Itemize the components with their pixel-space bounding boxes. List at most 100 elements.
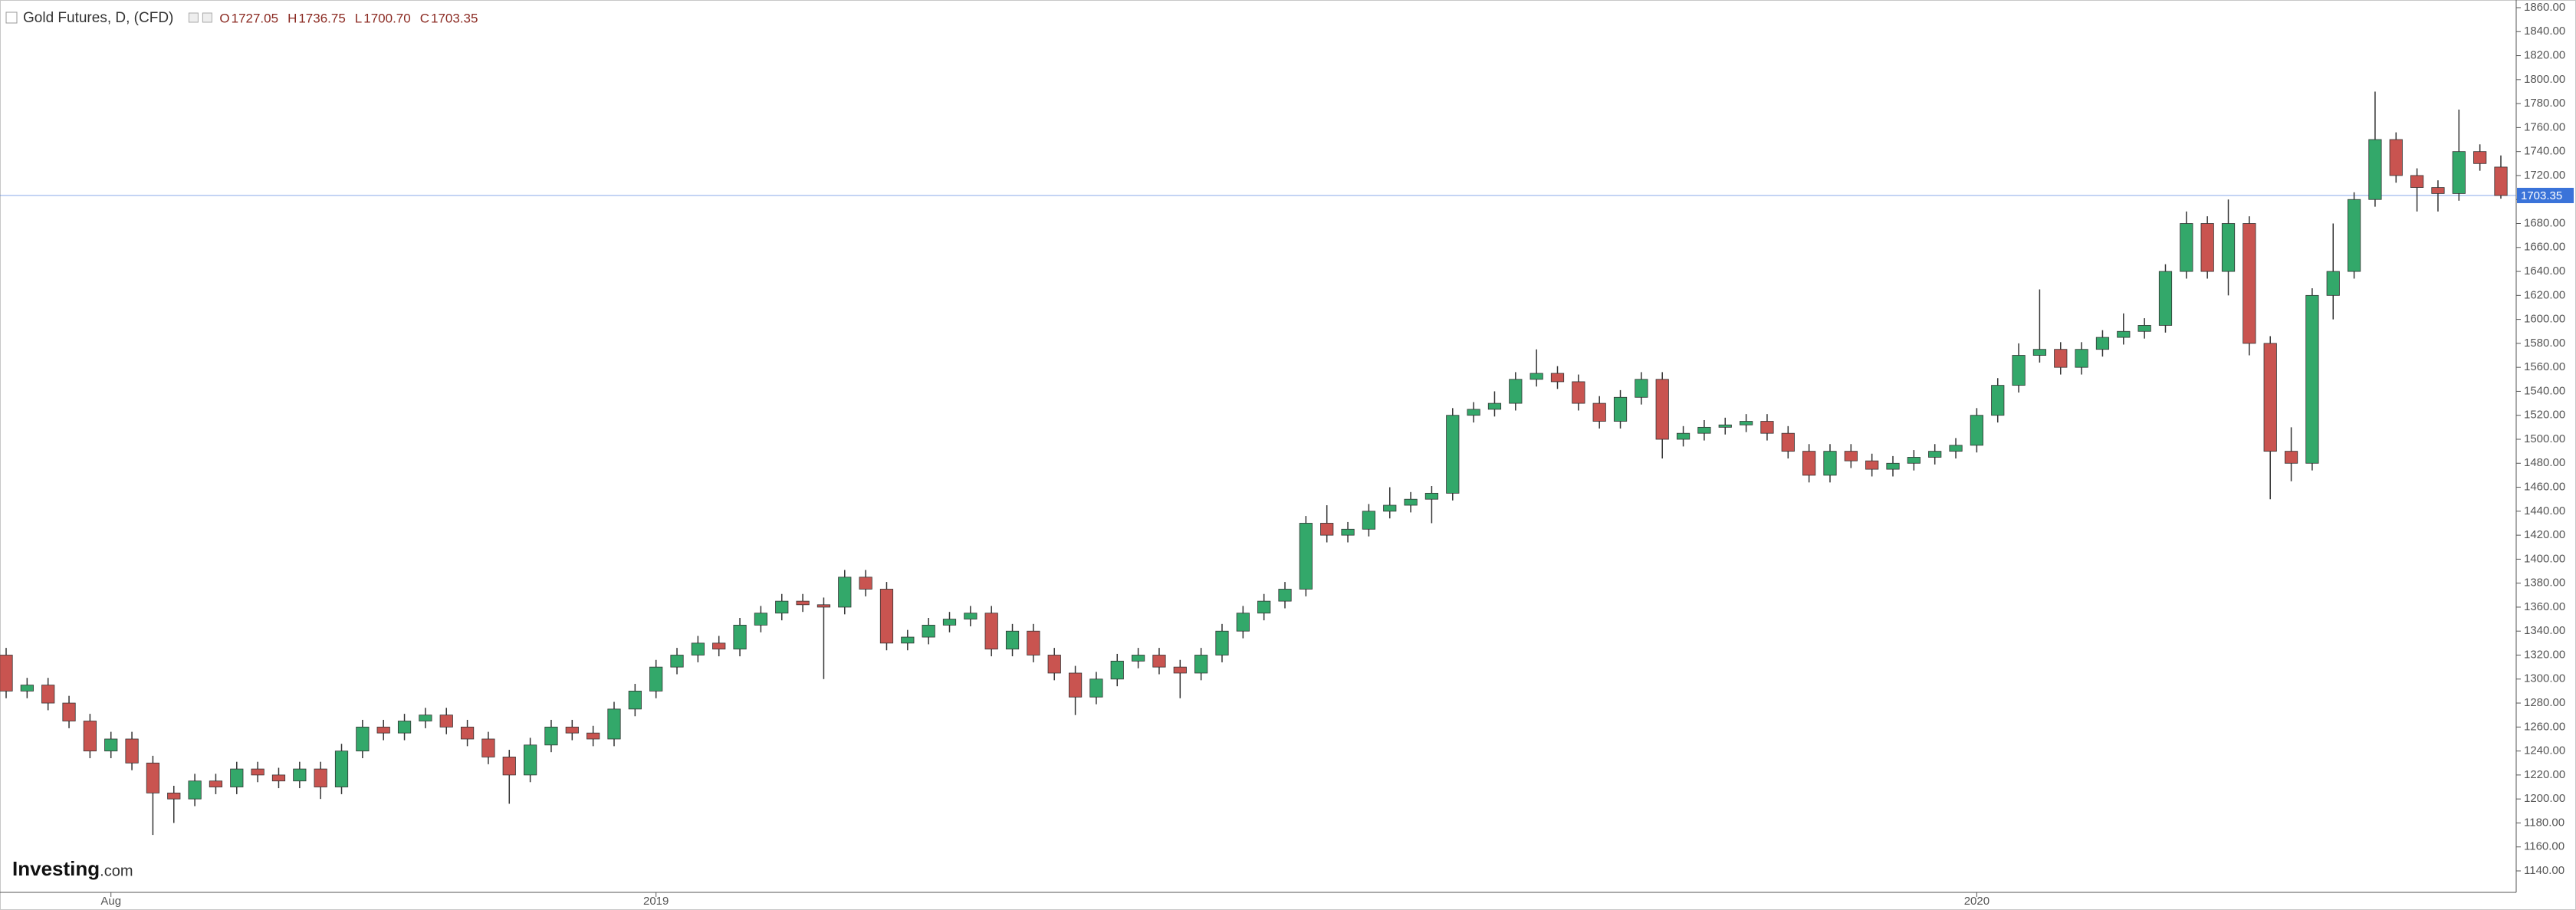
y-tick-label: 1640.00 <box>2524 264 2565 278</box>
candle-body <box>754 613 768 626</box>
legend-prefix: H <box>288 11 297 25</box>
legend-value: 1703.35 <box>431 11 478 25</box>
candle-body <box>1991 385 2005 416</box>
candle-body <box>188 780 202 800</box>
candle-body <box>544 726 558 746</box>
y-tick-label: 1180.00 <box>2524 816 2564 829</box>
candle-body <box>775 600 789 614</box>
candle-body <box>125 738 139 764</box>
legend-prefix: O <box>219 11 229 25</box>
candle-body <box>314 768 327 787</box>
candle-body <box>1278 589 1292 602</box>
candle-body <box>1907 457 1921 464</box>
y-tick-label: 1200.00 <box>2524 792 2565 805</box>
candle-body <box>1362 511 1375 530</box>
y-tick-label: 1220.00 <box>2524 768 2565 781</box>
candle-body <box>1760 421 1774 434</box>
y-tick-label: 1560.00 <box>2524 360 2565 373</box>
candle-body <box>1655 379 1669 440</box>
candle-body <box>1781 432 1795 452</box>
candle-body <box>2368 139 2382 200</box>
candle-body <box>376 726 390 734</box>
candle-body <box>1383 504 1397 512</box>
y-tick-label: 1760.00 <box>2524 120 2565 133</box>
candle-body <box>922 625 935 638</box>
candle-body <box>1970 415 1983 446</box>
y-tick-label: 1520.00 <box>2524 409 2565 422</box>
candle-body <box>1487 402 1502 410</box>
candle-body <box>2095 337 2110 350</box>
candle-body <box>2032 349 2047 356</box>
candle-body <box>879 589 894 644</box>
candle-body <box>439 715 453 728</box>
candle-body <box>2200 223 2214 272</box>
candle-body <box>1718 424 1732 428</box>
candle-body <box>1068 672 1083 698</box>
candle-body <box>2180 223 2193 272</box>
candle-body <box>2117 330 2131 338</box>
candle-body <box>1110 660 1124 680</box>
candle-body <box>1886 462 1900 470</box>
settings-icon[interactable] <box>188 12 199 23</box>
x-tick-label: 2020 <box>1964 895 1990 908</box>
candle-body <box>2431 187 2445 194</box>
candle-body <box>0 655 13 692</box>
logo-name: Investing <box>12 857 100 880</box>
collapse-icon[interactable] <box>5 11 18 24</box>
candle-body <box>1047 655 1061 674</box>
candle-body <box>1173 666 1187 674</box>
candle-body <box>1299 523 1313 590</box>
candle-body <box>524 744 537 776</box>
y-tick-label: 1660.00 <box>2524 241 2565 254</box>
candle-body <box>1928 451 1942 458</box>
candle-body <box>1844 451 1858 462</box>
last-price-label: 1703.35 <box>2521 189 2562 202</box>
candle-body <box>2494 166 2508 196</box>
candle-body <box>1865 460 1879 470</box>
candle-body <box>859 577 872 590</box>
candle-body <box>1152 655 1166 668</box>
candle-body <box>1530 373 1543 380</box>
candle-body <box>41 685 55 704</box>
y-tick-label: 1800.00 <box>2524 73 2565 86</box>
candle-body <box>293 768 307 782</box>
candle-body <box>565 726 579 734</box>
candle-body <box>1572 381 1585 404</box>
candle-body <box>1424 492 1439 500</box>
candle-body <box>2347 199 2361 272</box>
candle-body <box>1005 630 1020 650</box>
candle-body <box>1404 498 1418 506</box>
candle-body <box>1949 445 1963 452</box>
candle-body <box>2452 151 2466 194</box>
candle-body <box>209 780 223 787</box>
candle-body <box>1739 421 1753 425</box>
candle-body <box>419 715 432 721</box>
legend-prefix: L <box>355 11 362 25</box>
candle-body <box>1823 451 1837 476</box>
candle-body <box>334 751 349 787</box>
candle-body <box>2221 223 2236 272</box>
y-tick-label: 1140.00 <box>2524 864 2564 877</box>
candle-body <box>1509 379 1523 404</box>
y-tick-label: 1860.00 <box>2524 1 2565 14</box>
candle-body <box>712 642 726 650</box>
y-tick-label: 1440.00 <box>2524 504 2565 517</box>
logo-suffix: .com <box>100 862 133 879</box>
candle-body <box>83 721 97 752</box>
candle-body <box>2012 355 2026 386</box>
close-icon[interactable] <box>202 12 212 23</box>
y-tick-label: 1340.00 <box>2524 624 2565 637</box>
y-tick-label: 1400.00 <box>2524 552 2565 565</box>
candle-body <box>460 726 475 740</box>
candle-body <box>146 762 160 793</box>
candle-body <box>1802 451 1816 476</box>
candle-body <box>586 732 600 740</box>
candle-body <box>1132 655 1145 662</box>
candle-body <box>964 613 978 619</box>
y-tick-label: 1380.00 <box>2524 577 2565 590</box>
candle-body <box>649 666 663 692</box>
candle-body <box>1341 528 1355 536</box>
candle-body <box>670 655 684 668</box>
candle-body <box>838 577 852 608</box>
